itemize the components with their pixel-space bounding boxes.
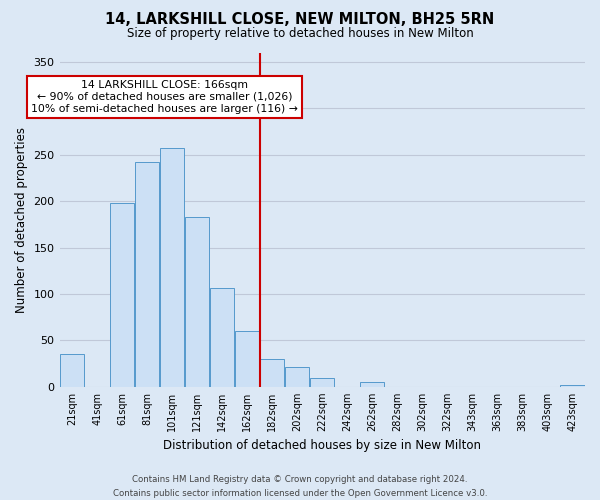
Bar [160, 148, 184, 387]
Text: 14 LARKSHILL CLOSE: 166sqm
← 90% of detached houses are smaller (1,026)
10% of s: 14 LARKSHILL CLOSE: 166sqm ← 90% of deta… [31, 80, 298, 114]
Bar [360, 382, 385, 387]
Bar [285, 368, 310, 387]
Bar [60, 354, 84, 387]
Bar [260, 359, 284, 387]
Bar [110, 203, 134, 387]
Bar [135, 162, 159, 387]
Bar [310, 378, 334, 387]
Text: Contains HM Land Registry data © Crown copyright and database right 2024.
Contai: Contains HM Land Registry data © Crown c… [113, 476, 487, 498]
X-axis label: Distribution of detached houses by size in New Milton: Distribution of detached houses by size … [163, 440, 481, 452]
Bar [185, 217, 209, 387]
Text: Size of property relative to detached houses in New Milton: Size of property relative to detached ho… [127, 28, 473, 40]
Bar [235, 331, 259, 387]
Y-axis label: Number of detached properties: Number of detached properties [15, 126, 28, 312]
Bar [210, 288, 235, 387]
Bar [560, 385, 584, 387]
Text: 14, LARKSHILL CLOSE, NEW MILTON, BH25 5RN: 14, LARKSHILL CLOSE, NEW MILTON, BH25 5R… [106, 12, 494, 28]
